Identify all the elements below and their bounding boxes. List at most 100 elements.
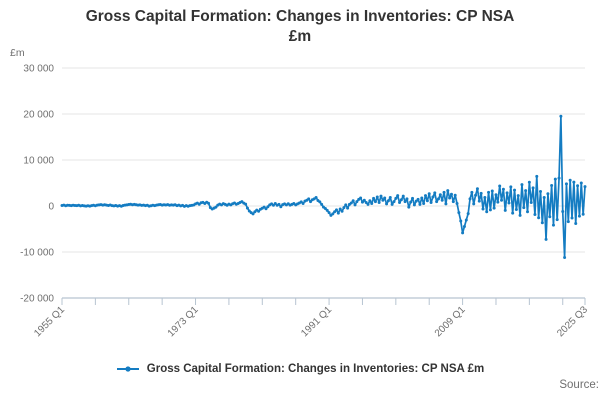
series-point-marker	[444, 202, 448, 206]
series-point-marker	[561, 210, 565, 214]
series-point-marker	[333, 210, 337, 214]
series-point-marker	[546, 192, 550, 196]
series-point-marker	[551, 223, 555, 227]
y-tick-label: 0	[48, 202, 54, 213]
series-point-marker	[494, 193, 498, 197]
series-point-marker	[344, 203, 348, 207]
series-point-marker	[403, 200, 407, 204]
series-point-marker	[477, 199, 481, 203]
series-point-marker	[323, 207, 327, 211]
series-point-marker	[273, 201, 277, 205]
series-point-marker	[514, 207, 518, 211]
series-point-marker	[468, 197, 472, 201]
series-point-marker	[481, 207, 485, 211]
series-point-marker	[488, 208, 492, 212]
series-point-marker	[448, 196, 452, 200]
series-point-marker	[425, 199, 429, 203]
series-point-marker	[500, 198, 504, 202]
series-point-marker	[537, 216, 541, 220]
legend[interactable]: Gross Capital Formation: Changes in Inve…	[0, 363, 600, 375]
series-line	[61, 115, 586, 259]
series-point-marker	[540, 221, 544, 225]
series-point-marker	[327, 211, 331, 215]
series-point-marker	[338, 207, 342, 211]
series-point-marker	[483, 195, 487, 199]
y-tick-label: -10 000	[20, 248, 54, 259]
series-point-marker	[407, 205, 411, 209]
series-point-marker	[385, 202, 389, 206]
series-point-marker	[503, 208, 507, 212]
series-point-marker	[377, 201, 381, 205]
series-point-marker	[373, 200, 377, 204]
series-point-marker	[245, 206, 249, 210]
series-point-marker	[438, 193, 442, 197]
series-point-marker	[472, 202, 476, 206]
series-point-marker	[375, 195, 379, 199]
series-point-marker	[396, 194, 400, 198]
series-point-marker	[475, 187, 479, 191]
series-point-marker	[457, 211, 461, 215]
series-point-marker	[533, 213, 537, 217]
series-point-marker	[420, 196, 424, 200]
series-point-marker	[264, 207, 268, 211]
series-point-marker	[522, 206, 526, 210]
series-point-marker	[462, 224, 466, 228]
series-point-marker	[526, 210, 530, 214]
x-tick-label: 1991 Q1	[299, 304, 334, 339]
x-tick-label: 2025 Q3	[555, 304, 590, 339]
series-point-marker	[559, 114, 563, 118]
series-point-marker	[577, 214, 581, 218]
series-point-marker	[429, 201, 433, 205]
series-point-marker	[394, 196, 398, 200]
series-point-marker	[390, 202, 394, 206]
series-point-marker	[455, 201, 459, 205]
series-point-marker	[386, 199, 390, 203]
series-point-marker	[433, 191, 437, 195]
series-point-marker	[301, 201, 305, 205]
source-caption: Source:	[559, 379, 599, 391]
series-point-marker	[431, 195, 435, 199]
series-point-marker	[538, 190, 542, 194]
series-point-marker	[370, 201, 374, 205]
series-point-marker	[351, 199, 355, 203]
series-point-marker	[279, 205, 283, 209]
series-point-marker	[353, 203, 357, 207]
series-point-marker	[436, 197, 440, 201]
series-point-marker	[257, 209, 261, 213]
series-point-marker	[244, 202, 248, 206]
series-point-marker	[548, 215, 552, 219]
series-point-marker	[364, 201, 368, 205]
series-point-marker	[401, 194, 405, 198]
series-point-marker	[496, 200, 500, 204]
series-point-marker	[527, 180, 531, 184]
y-tick-label: 10 000	[23, 156, 54, 167]
x-tick-label: 2009 Q1	[433, 304, 468, 339]
series-point-marker	[251, 212, 255, 216]
series-point-marker	[518, 213, 522, 217]
series-point-marker	[492, 206, 496, 210]
series-point-marker	[424, 194, 427, 198]
series-point-marker	[449, 192, 453, 196]
series-point-marker	[563, 256, 567, 260]
series-point-marker	[381, 198, 385, 202]
x-tick-label: 1955 Q1	[32, 304, 67, 339]
y-axis-unit-label: £m	[10, 47, 25, 59]
series-point-marker	[383, 196, 387, 200]
series-point-marker	[520, 183, 524, 187]
series-point-marker	[459, 219, 463, 223]
series-point-marker	[576, 184, 580, 188]
series-point-marker	[355, 200, 359, 204]
y-tick-label: 20 000	[23, 110, 54, 121]
series-point-marker	[405, 197, 409, 201]
series-point-marker	[490, 189, 494, 193]
series-point-marker	[568, 178, 572, 182]
series-point-marker	[349, 201, 353, 205]
series-point-marker	[307, 197, 311, 201]
series-point-marker	[461, 231, 465, 235]
series-point-marker	[470, 190, 474, 194]
series-point-marker	[553, 177, 557, 181]
series-point-marker	[557, 176, 561, 180]
series-point-marker	[507, 201, 511, 205]
